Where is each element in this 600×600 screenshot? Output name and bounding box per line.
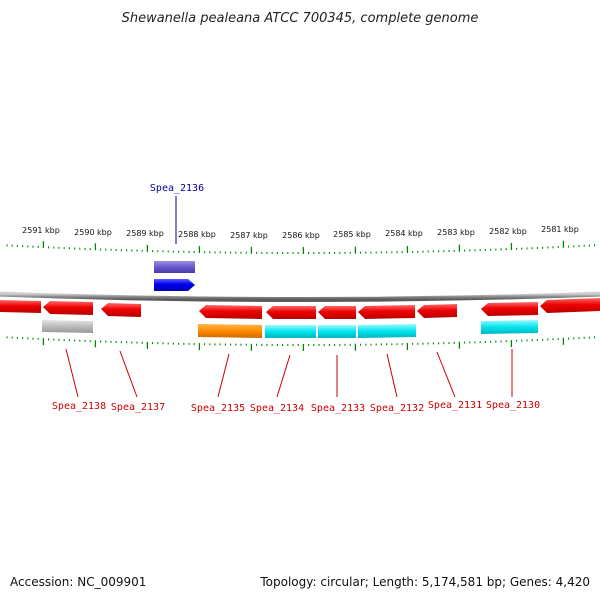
gene-arrow-spea-2138[interactable]	[43, 301, 93, 315]
kbp-label: 2590 kbp	[74, 228, 112, 237]
cog-block-spea-2138[interactable]	[42, 320, 93, 333]
kbp-label: 2581 kbp	[541, 225, 579, 234]
gene-arrow[interactable]	[540, 298, 600, 313]
kbp-label: 2588 kbp	[178, 230, 216, 239]
gene-label-spea-2133[interactable]: Spea_2133	[311, 403, 365, 414]
kbp-label: 2589 kbp	[126, 229, 164, 238]
cog-track	[42, 320, 538, 338]
cog-block-spea-2133[interactable]	[318, 325, 356, 338]
cog-block-spea-2135[interactable]	[198, 324, 262, 338]
genome-summary: Topology: circular; Length: 5,174,581 bp…	[259, 575, 590, 589]
cog-block-spea-2134[interactable]	[265, 325, 316, 338]
cog-block-spea-2130[interactable]	[481, 320, 538, 334]
gene-arrow-spea-2133[interactable]	[318, 306, 356, 319]
genome-backbone	[0, 291, 600, 302]
gene-label-spea-2135[interactable]: Spea_2135	[191, 403, 245, 414]
gene-arrow-spea-2135[interactable]	[199, 305, 262, 319]
reverse-gene-track	[0, 298, 600, 319]
kbp-label: 2582 kbp	[489, 227, 527, 236]
inner-tick-track	[6, 336, 596, 351]
gene-arrow-spea-2131[interactable]	[417, 304, 457, 318]
gene-label-spea-2138[interactable]: Spea_2138	[52, 401, 106, 412]
gene-label-spea-2131[interactable]: Spea_2131	[428, 400, 482, 411]
cog-block-spea-2132[interactable]	[358, 324, 416, 338]
kbp-label: 2584 kbp	[385, 229, 423, 238]
forward-track-block[interactable]	[154, 261, 195, 273]
leader-line-spea-2132	[386, 353, 398, 398]
gene-arrow-spea-2132[interactable]	[358, 305, 415, 319]
page-title: Shewanella pealeana ATCC 700345, complet…	[122, 11, 479, 26]
gene-arrow-spea-2134[interactable]	[266, 306, 316, 319]
label-leaders	[65, 196, 513, 398]
outer-tick-track	[6, 240, 596, 254]
leader-line-spea-2134	[276, 354, 291, 398]
gene-label-spea-2137[interactable]: Spea_2137	[111, 402, 165, 413]
gene-label-spea-2132[interactable]: Spea_2132	[370, 403, 424, 414]
kbp-label: 2583 kbp	[437, 228, 475, 237]
gene-arrow[interactable]	[0, 300, 41, 313]
gene-arrow-spea-2130[interactable]	[481, 302, 538, 316]
leader-line-spea-2137	[119, 350, 138, 398]
leader-line-spea-2131	[436, 351, 456, 398]
leader-line-spea-2138	[65, 348, 79, 398]
kbp-label: 2585 kbp	[333, 230, 371, 239]
gene-arrow-spea-2136[interactable]	[154, 279, 195, 291]
gene-label-spea-2130[interactable]: Spea_2130	[486, 400, 540, 411]
kbp-label: 2586 kbp	[282, 231, 320, 240]
gene-label-spea-2136[interactable]: Spea_2136	[150, 183, 204, 194]
leader-line-spea-2135	[217, 353, 230, 398]
gene-arrow-spea-2137[interactable]	[101, 303, 141, 317]
gene-label-spea-2134[interactable]: Spea_2134	[250, 403, 304, 414]
accession-label: Accession: NC_009901	[10, 575, 146, 589]
kbp-label: 2587 kbp	[230, 231, 268, 240]
kbp-label: 2591 kbp	[22, 226, 60, 235]
kbp-label-track: 2591 kbp 2590 kbp 2589 kbp 2588 kbp 2587…	[22, 225, 579, 240]
